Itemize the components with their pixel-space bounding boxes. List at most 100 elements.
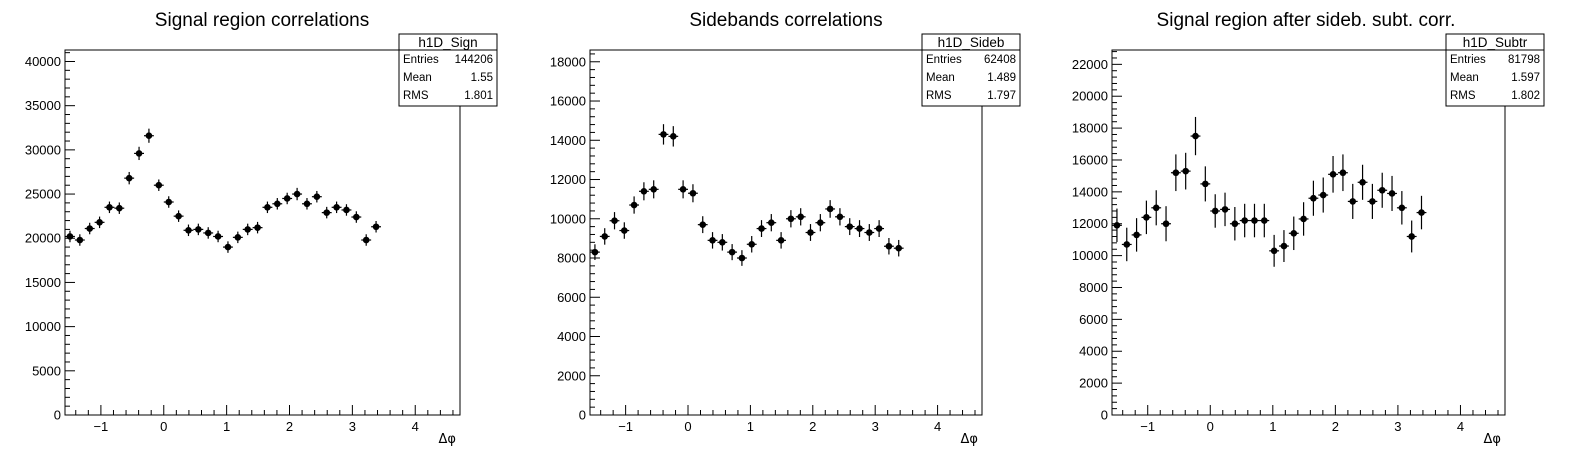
data-point <box>727 244 738 261</box>
x-tick-label: 4 <box>412 419 419 434</box>
y-tick-label: 6000 <box>1079 312 1108 327</box>
stats-box-name: h1D_Sideb <box>938 35 1005 50</box>
marker <box>1300 215 1307 223</box>
marker <box>601 233 609 240</box>
marker <box>1280 242 1288 250</box>
data-point <box>746 236 757 253</box>
data-point <box>835 208 845 226</box>
chart-panel-2: Sidebands correlations 0 2000 4000 6000 8000 1… <box>550 10 1021 447</box>
y-tick-label: 14000 <box>550 133 586 148</box>
y-tick-label: 0 <box>1101 408 1108 423</box>
marker <box>96 219 103 226</box>
data-point <box>1112 208 1122 243</box>
marker <box>866 229 873 236</box>
data-point <box>311 190 322 203</box>
data-point <box>1357 164 1368 200</box>
x-tick-label: 4 <box>934 419 941 434</box>
data-point <box>599 228 610 245</box>
y-tick-label: 10000 <box>550 211 586 226</box>
data-point <box>203 227 214 239</box>
data-point <box>84 222 95 235</box>
y-tick-label: 35000 <box>25 98 61 113</box>
marker <box>709 237 716 244</box>
data-point <box>1338 154 1348 192</box>
data-point <box>805 224 816 241</box>
marker <box>1113 222 1121 229</box>
marker <box>1329 171 1337 178</box>
data-point <box>884 237 894 255</box>
marker <box>254 224 261 231</box>
chart-title: Signal region after sideb. subt. corr. <box>1157 10 1456 31</box>
marker <box>155 181 163 189</box>
data-point <box>341 204 352 216</box>
marker <box>1418 209 1425 216</box>
x-tick-label: 0 <box>1207 419 1214 434</box>
stats-box-name: h1D_Sign <box>418 35 477 50</box>
data-point <box>737 250 747 266</box>
data-point <box>252 221 263 234</box>
x-axis-label: Δφ <box>439 432 456 447</box>
data-point <box>697 216 708 234</box>
data-point <box>1161 206 1171 242</box>
y-tick-label: 40000 <box>25 54 61 69</box>
data-point <box>124 171 135 185</box>
stats-row-label: Mean <box>926 72 955 84</box>
data-point <box>213 230 224 243</box>
marker <box>1133 231 1140 239</box>
data-point <box>874 220 885 238</box>
data-point <box>1141 200 1152 235</box>
chart-panel-3: Signal region after sideb. subt. corr. 0 2… <box>1072 10 1545 447</box>
data-point <box>1279 230 1289 262</box>
marker <box>885 242 893 250</box>
data-point <box>351 211 362 223</box>
marker <box>1251 217 1258 224</box>
marker <box>313 193 321 201</box>
x-tick-label: 2 <box>1332 419 1339 434</box>
data-point <box>1151 190 1162 226</box>
marker <box>856 225 863 232</box>
stats-row-value: 1.801 <box>464 90 493 102</box>
data-point <box>134 146 144 161</box>
data-point <box>844 218 855 236</box>
data-point <box>1180 152 1191 190</box>
x-tick-label: 1 <box>1269 419 1276 434</box>
marker <box>719 239 726 246</box>
stats-row-label: RMS <box>926 90 952 102</box>
data-point <box>668 126 679 147</box>
data-point <box>648 180 659 199</box>
data-point <box>619 222 630 239</box>
data-point <box>1308 180 1319 216</box>
marker <box>76 236 84 244</box>
marker <box>650 186 658 193</box>
data-point <box>1131 218 1142 252</box>
marker <box>630 201 638 209</box>
marker <box>1231 220 1239 228</box>
stats-box-frame <box>1445 33 1545 107</box>
data-point <box>1200 166 1211 202</box>
data-point <box>65 230 75 243</box>
data-point <box>1259 203 1270 238</box>
marker <box>621 227 628 234</box>
plot-frame <box>589 49 983 416</box>
x-tick-label: 1 <box>747 419 754 434</box>
y-tick-label: 5000 <box>32 363 61 378</box>
marker <box>283 195 291 202</box>
chart-title: Sidebands correlations <box>689 10 882 31</box>
x-tick-label: 0 <box>684 419 691 434</box>
data-point <box>292 187 303 201</box>
marker <box>679 186 687 193</box>
data-point <box>893 239 904 257</box>
stats-box-name: h1D_Subtr <box>1463 35 1528 50</box>
stats-box-frame <box>398 33 498 107</box>
data-point <box>1416 195 1427 230</box>
marker <box>728 248 736 256</box>
stats-row-value: 1.802 <box>1511 90 1540 102</box>
marker <box>204 229 212 237</box>
data-point <box>815 214 826 232</box>
marker <box>234 234 242 241</box>
data-point <box>331 201 342 214</box>
data-point <box>854 220 865 238</box>
y-tick-label: 10000 <box>1072 248 1108 263</box>
stats-row-label: Entries <box>926 54 962 66</box>
marker <box>699 221 707 228</box>
